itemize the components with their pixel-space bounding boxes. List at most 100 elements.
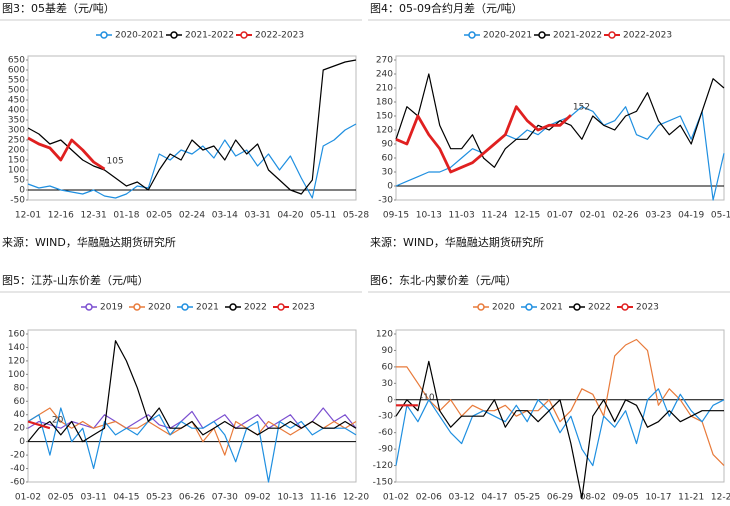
legend-label: 2020 (492, 303, 515, 313)
x-tick-label: 12-15 (514, 211, 540, 221)
x-tick-label: 03-23 (645, 211, 671, 221)
y-tick-label: 90 (382, 346, 394, 356)
y-tick-label: 550 (8, 76, 25, 86)
y-tick-label: 250 (8, 136, 25, 146)
x-tick-label: 10-17 (645, 493, 671, 503)
legend-label: 2023 (292, 303, 315, 313)
plot-frame (395, 55, 725, 201)
series-line (27, 59, 357, 195)
legend-label: 2020-2021 (483, 31, 532, 41)
y-tick-label: 400 (8, 106, 25, 116)
y-tick-label: -90 (378, 445, 393, 455)
y-tick-label: 350 (8, 116, 25, 126)
data-label: 20 (52, 416, 64, 426)
x-tick-label: 05-23 (146, 493, 172, 503)
legend-label: 2022-2023 (623, 31, 672, 41)
chart-title: 图3：05基差（元/吨） (2, 1, 115, 15)
y-tick-label: 600 (8, 66, 25, 76)
y-tick-label: 40 (14, 410, 26, 420)
x-tick-label: 05-11 (310, 211, 336, 221)
legend-label: 2019 (100, 303, 123, 313)
y-tick-label: 20 (14, 424, 26, 434)
legend-marker (477, 303, 485, 311)
y-tick-label: 240 (376, 70, 393, 80)
x-tick-label: 11-03 (449, 211, 475, 221)
x-tick-label: 10-13 (416, 211, 442, 221)
x-tick-label: 03-14 (212, 211, 238, 221)
y-tick-label: 300 (8, 126, 25, 136)
y-tick-label: 120 (376, 126, 393, 136)
plot-frame (27, 55, 357, 201)
y-tick-label: 270 (376, 56, 393, 66)
y-tick-label: 0 (387, 395, 393, 405)
chart-title: 图5：江苏-山东价差（元/吨） (2, 273, 149, 287)
x-tick-label: 03-31 (245, 211, 271, 221)
series-line (395, 73, 725, 168)
series-line (27, 123, 357, 199)
x-tick-label: 02-24 (179, 211, 205, 221)
x-tick-label: 09-05 (613, 493, 639, 503)
legend-label: 2022 (244, 303, 267, 313)
x-tick-label: 06-29 (547, 493, 573, 503)
y-tick-label: -60 (378, 428, 393, 438)
legend-marker (468, 31, 476, 39)
y-tick-label: -30 (378, 412, 393, 422)
x-tick-label: 11-21 (678, 493, 704, 503)
y-tick-label: 60 (382, 154, 394, 164)
x-tick-label: 04-20 (277, 211, 303, 221)
legend-marker (538, 31, 546, 39)
y-tick-label: 30 (382, 379, 394, 389)
x-tick-label: 10-13 (277, 493, 303, 503)
x-tick-label: 01-02 (383, 493, 409, 503)
x-tick-label: 02-26 (613, 211, 639, 221)
legend-label: 2022 (588, 303, 611, 313)
data-label: 105 (107, 157, 124, 167)
y-tick-label: 100 (8, 166, 25, 176)
legend-marker (85, 303, 93, 311)
x-tick-label: 03-12 (449, 493, 475, 503)
legend-label: 2021-2022 (185, 31, 234, 41)
y-tick-label: 120 (376, 330, 393, 340)
source-note: 来源：WIND，华融融达期货研究所 (370, 235, 544, 249)
legend-label: 2022-2023 (255, 31, 304, 41)
legend-marker (170, 31, 178, 39)
y-tick-label: -60 (10, 478, 25, 488)
x-tick-label: 12-01 (15, 211, 41, 221)
y-tick-label: 90 (382, 140, 394, 150)
y-tick-label: 200 (8, 146, 25, 156)
x-tick-label: 06-26 (179, 493, 205, 503)
x-tick-label: 01-07 (547, 211, 573, 221)
x-tick-label: 05-17 (711, 211, 730, 221)
legend-marker (277, 303, 285, 311)
y-tick-label: -20 (10, 451, 25, 461)
y-tick-label: 500 (8, 86, 25, 96)
x-tick-label: 02-05 (146, 211, 172, 221)
chart-title: 图4：05-09合约月差（元/吨） (370, 1, 523, 15)
series-line (27, 136, 106, 171)
legend-marker (621, 303, 629, 311)
series-line (27, 420, 51, 430)
series-line (27, 340, 357, 443)
x-tick-label: 04-15 (113, 493, 139, 503)
chart-title: 图6：东北-内蒙价差（元/吨） (370, 273, 517, 287)
legend-label: 2021 (540, 303, 563, 313)
y-tick-label: 60 (382, 362, 394, 372)
legend-marker (100, 31, 108, 39)
plot-frame (27, 329, 357, 483)
y-tick-label: -50 (10, 196, 25, 206)
legend-marker (573, 303, 581, 311)
series-line (395, 388, 725, 467)
y-tick-label: -150 (373, 478, 394, 488)
legend-marker (525, 303, 533, 311)
x-tick-label: 11-24 (481, 211, 507, 221)
y-tick-label: 150 (376, 112, 393, 122)
y-tick-label: 210 (376, 84, 393, 94)
x-tick-label: 11-16 (310, 493, 336, 503)
legend-label: 2020-2021 (115, 31, 164, 41)
x-tick-label: 12-25 (711, 493, 730, 503)
y-tick-label: 120 (8, 356, 25, 366)
legend-label: 2021-2022 (553, 31, 602, 41)
y-tick-label: 30 (382, 168, 394, 178)
x-tick-label: 05-28 (343, 211, 369, 221)
